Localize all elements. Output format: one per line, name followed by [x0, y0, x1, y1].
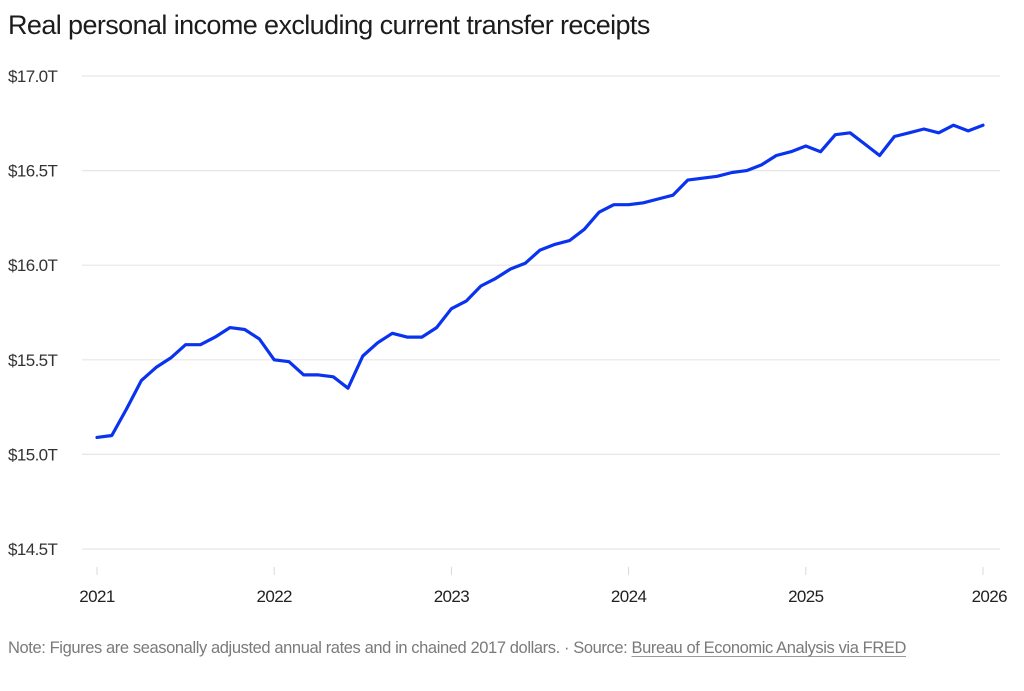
y-tick-label: $15.5T: [8, 351, 58, 370]
series-line: [95, 123, 985, 439]
chart-title: Real personal income excluding current t…: [8, 10, 650, 40]
x-tick-label: 2023: [434, 587, 470, 606]
y-tick-label: $16.0T: [8, 256, 58, 275]
x-tick-label: 2024: [611, 587, 647, 606]
series-layer: [95, 123, 985, 439]
y-tick-label: $14.5T: [8, 540, 58, 559]
y-tick-label: $15.0T: [8, 445, 58, 464]
chart-footnote: Note: Figures are seasonally adjusted an…: [8, 637, 988, 659]
x-axis: 2021 2022 2023 2024 2025 2026: [79, 567, 1008, 606]
y-tick-label: $17.0T: [8, 67, 58, 86]
x-tick-label: 2022: [256, 587, 292, 606]
x-tick-label: 2026: [972, 587, 1008, 606]
x-tick-label: 2021: [79, 587, 115, 606]
source-link[interactable]: Bureau of Economic Analysis via FRED: [631, 639, 907, 657]
gridlines: [82, 75, 1000, 550]
y-axis: $17.0T $16.5T $16.0T $15.5T $15.0T $14.5T: [8, 67, 58, 559]
x-tick-label: 2025: [788, 587, 824, 606]
line-chart: $17.0T $16.5T $16.0T $15.5T $15.0T $14.5T 202…: [8, 67, 1008, 606]
note-text: Note: Figures are seasonally adjusted an…: [8, 639, 632, 657]
y-tick-label: $16.5T: [8, 162, 58, 181]
